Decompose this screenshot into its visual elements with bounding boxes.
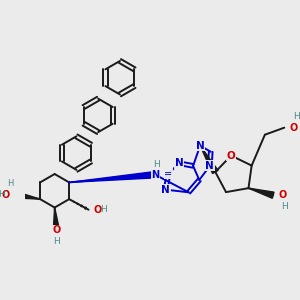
Text: N: N [206, 161, 214, 171]
Text: H: H [294, 112, 300, 121]
Text: H: H [100, 205, 107, 214]
Text: N: N [175, 158, 183, 168]
Polygon shape [248, 188, 274, 198]
Text: N: N [161, 185, 170, 195]
Text: O: O [227, 151, 236, 160]
Text: O: O [290, 123, 298, 133]
Text: H: H [7, 179, 14, 188]
Text: N: N [151, 170, 159, 180]
Text: O: O [2, 190, 10, 200]
Text: N: N [196, 141, 205, 151]
Text: =: = [164, 169, 172, 179]
Polygon shape [69, 172, 155, 182]
Polygon shape [15, 192, 40, 199]
Polygon shape [53, 208, 60, 231]
Text: H: H [153, 160, 160, 169]
Text: H: H [0, 190, 5, 199]
Polygon shape [200, 146, 218, 174]
Text: O: O [94, 205, 102, 215]
Text: H: H [53, 237, 60, 246]
Text: H: H [281, 202, 288, 211]
Text: O: O [278, 190, 287, 200]
Text: O: O [52, 225, 61, 236]
